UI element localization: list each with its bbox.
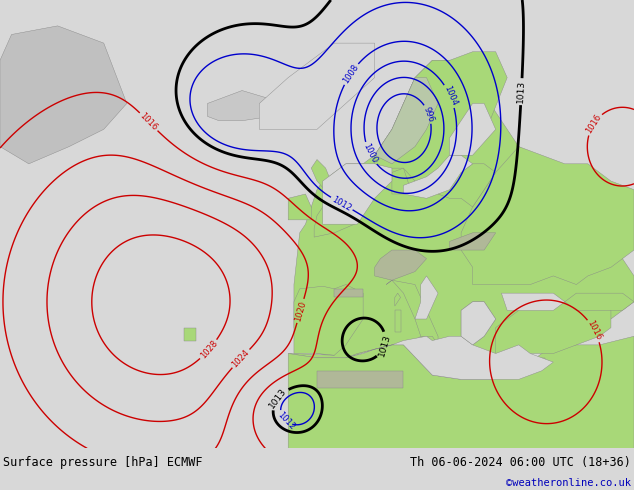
Text: 1016: 1016 [585, 319, 603, 342]
Text: 1012: 1012 [275, 410, 296, 432]
Polygon shape [346, 336, 553, 379]
Polygon shape [317, 371, 403, 388]
Text: 1020: 1020 [293, 299, 307, 322]
Text: Surface pressure [hPa] ECMWF: Surface pressure [hPa] ECMWF [3, 456, 203, 469]
Polygon shape [461, 302, 496, 345]
Polygon shape [375, 77, 438, 164]
Polygon shape [415, 336, 435, 345]
Polygon shape [450, 233, 496, 250]
Polygon shape [438, 164, 496, 207]
Polygon shape [450, 103, 496, 155]
Text: 1016: 1016 [585, 113, 603, 135]
Polygon shape [496, 302, 611, 353]
Polygon shape [0, 26, 127, 164]
Polygon shape [375, 52, 507, 185]
Polygon shape [184, 328, 196, 341]
Text: 1028: 1028 [198, 339, 219, 361]
Polygon shape [395, 310, 401, 332]
Polygon shape [403, 155, 472, 198]
Polygon shape [288, 60, 634, 362]
Polygon shape [311, 160, 356, 237]
Text: 1016: 1016 [138, 111, 159, 132]
Polygon shape [288, 194, 311, 220]
Text: 996: 996 [422, 105, 436, 123]
Polygon shape [288, 336, 634, 448]
Polygon shape [375, 250, 427, 280]
Polygon shape [207, 91, 271, 121]
Text: 1013: 1013 [377, 333, 392, 357]
Text: 1012: 1012 [330, 195, 353, 213]
Polygon shape [415, 276, 438, 319]
Text: 1024: 1024 [230, 348, 251, 369]
Text: ©weatheronline.co.uk: ©weatheronline.co.uk [506, 478, 631, 488]
Polygon shape [565, 293, 634, 310]
Text: 1013: 1013 [268, 386, 288, 410]
Polygon shape [461, 302, 496, 345]
Polygon shape [530, 358, 545, 367]
Text: 1008: 1008 [341, 63, 360, 85]
Polygon shape [323, 164, 392, 224]
Polygon shape [334, 289, 363, 297]
Polygon shape [386, 280, 438, 345]
Polygon shape [294, 285, 363, 355]
Polygon shape [501, 293, 565, 310]
Polygon shape [259, 43, 375, 129]
Polygon shape [461, 147, 634, 285]
Polygon shape [395, 293, 401, 306]
Text: 1013: 1013 [516, 80, 526, 103]
Text: 1004: 1004 [442, 85, 458, 108]
Text: 1000: 1000 [361, 142, 378, 165]
Polygon shape [392, 168, 409, 194]
Text: Th 06-06-2024 06:00 UTC (18+36): Th 06-06-2024 06:00 UTC (18+36) [410, 456, 631, 469]
